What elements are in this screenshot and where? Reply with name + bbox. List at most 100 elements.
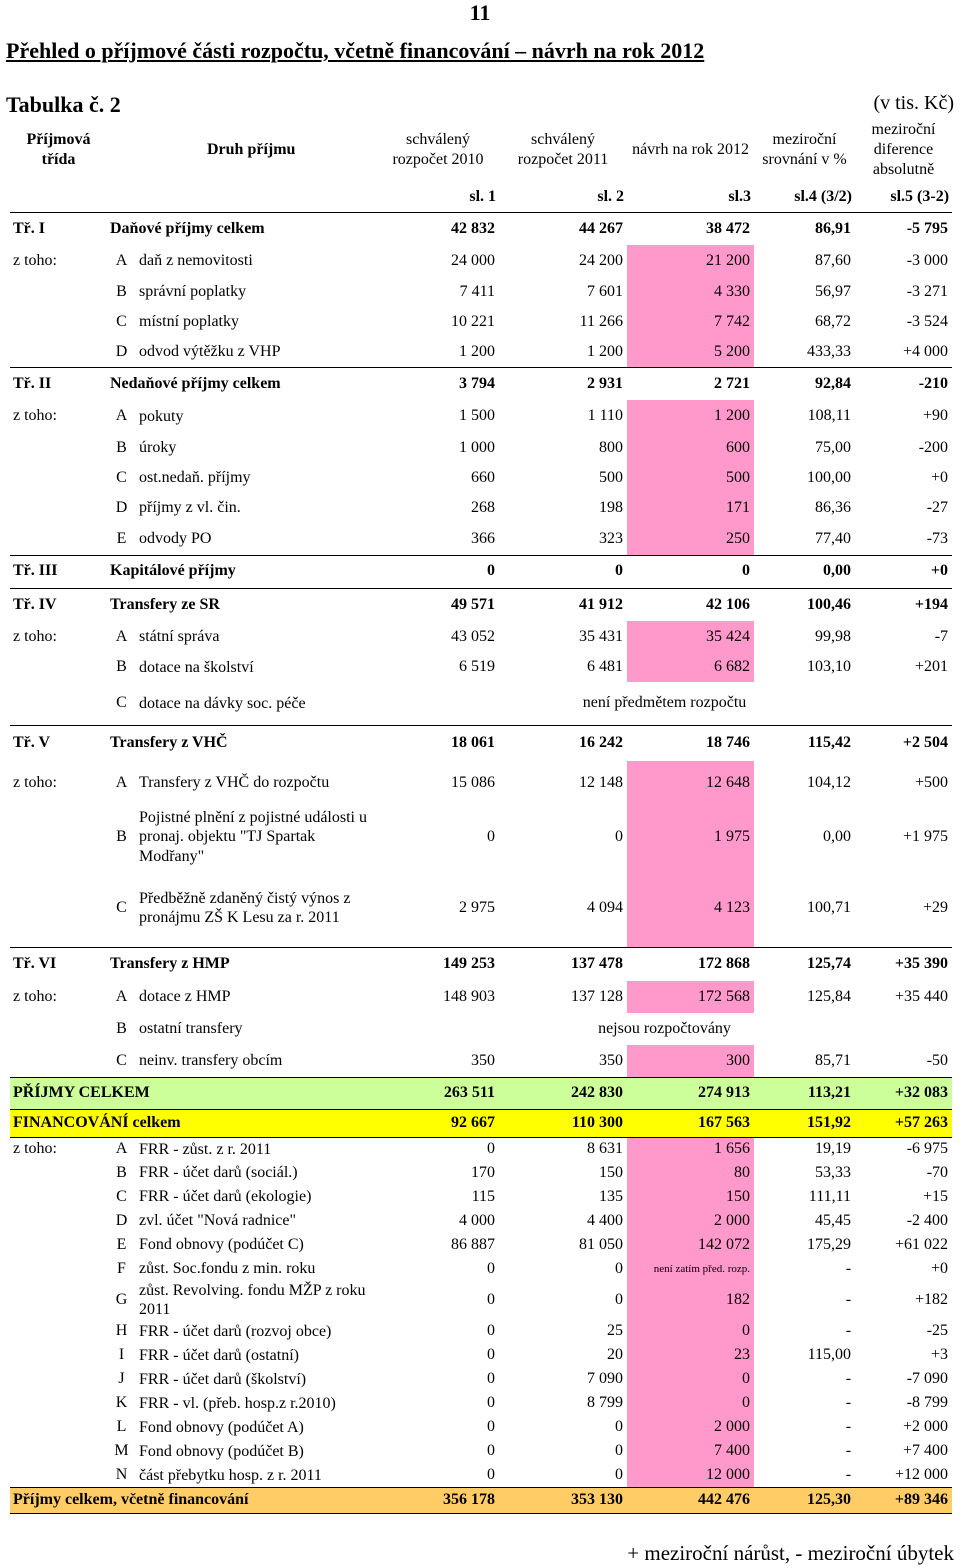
cell-sl2: 0: [615, 1465, 624, 1483]
cell-sl3: 2 721: [627, 366, 755, 400]
cell-sl1: 18 061: [377, 724, 500, 761]
cell-sl5: -8 799: [906, 1394, 949, 1412]
cell-sl2: 0: [615, 827, 624, 845]
row-class: [10, 433, 107, 463]
cell-sl4: 103,10: [807, 658, 852, 676]
cell-sl2: 323: [599, 529, 624, 547]
row-class: [10, 307, 107, 337]
table-row: FINANCOVÁNÍ celkem 92 667 110 300 167 563 15…: [10, 1108, 953, 1137]
row-letter: D: [115, 1211, 128, 1229]
cell-sl3: 1 656: [627, 1136, 755, 1161]
table-row: L Fond obnovy (podúčet A) 0 0 2 000- +2 000: [10, 1415, 952, 1440]
row-class: [10, 1415, 107, 1439]
row-label: zvl. účet "Nová radnice": [139, 1212, 296, 1230]
row-letter: A: [115, 251, 128, 269]
row-label: Fond obnovy (podúčet B): [139, 1442, 304, 1460]
cell-sl5: -6 975: [855, 1136, 953, 1161]
cell-sl4: -: [845, 1259, 852, 1277]
row-class: Tř. III: [10, 554, 107, 588]
cell-sl2: 25: [607, 1322, 624, 1340]
row-letter: G: [115, 1290, 128, 1308]
row-label: FRR - vl. (přeb. hosp.z r.2010): [139, 1394, 336, 1412]
cell-sl5: -5 795: [906, 219, 949, 237]
cell-sl4: 115,42: [754, 724, 856, 761]
cell-sl5: +4 000: [902, 342, 949, 360]
cell-sl1: 42 832: [451, 219, 496, 237]
cell-sl5: +3: [930, 1346, 949, 1364]
cell-sl1: 49 571: [377, 587, 500, 621]
row-class: [10, 493, 107, 523]
row-label: PŘÍJMY CELKEM: [10, 1076, 378, 1109]
cell-sl3: není zatím před. rozp.: [627, 1257, 755, 1281]
row-label: Fond obnovy (podúčet C): [139, 1236, 304, 1254]
cell-sl5: +12 000: [894, 1465, 949, 1483]
cell-sl4: -: [845, 1394, 852, 1412]
header-col-sl5: sl.5 (3-2): [855, 182, 953, 213]
cell-sl5: -3 000: [906, 251, 949, 269]
cell-sl5: -73: [926, 529, 949, 547]
row-class: z toho:: [13, 773, 57, 791]
row-class: [10, 1281, 107, 1319]
cell-sl2: 2 931: [499, 366, 628, 400]
row-class: [10, 523, 107, 555]
cell-sl5: +2 000: [902, 1418, 949, 1436]
unit-label: (v tis. Kč): [873, 92, 954, 114]
cell-sl5: +194: [855, 587, 953, 621]
cell-sl4: 99,98: [815, 627, 852, 645]
cell-sl3: 172 868: [627, 946, 755, 981]
cell-sl4: 433,33: [807, 342, 852, 360]
cell-sl1: 1 200: [459, 342, 496, 360]
row-label: FRR - účet darů (rozvoj obce): [139, 1322, 332, 1340]
cell-sl3: 1 200: [627, 400, 755, 433]
cell-sl4: 19,19: [754, 1136, 856, 1161]
cell-sl2: 20: [607, 1346, 624, 1364]
cell-sl4: 125,74: [754, 946, 856, 981]
table-row: B Pojistné plnění z pojistné události u p…: [10, 805, 952, 869]
row-label: FRR - účet darů (školství): [139, 1370, 307, 1388]
table-row: PŘÍJMY CELKEM 263 511 242 830 274 913 113,21…: [10, 1076, 953, 1109]
row-class: z toho:: [10, 1136, 107, 1161]
table-row: J FRR - účet darů (školství) 0 7 090 0- -7 09…: [10, 1367, 952, 1392]
row-label: odvody PO: [139, 530, 212, 548]
row-label: odvod výtěžku z VHP: [139, 343, 281, 361]
cell-sl3: 38 472: [706, 219, 751, 237]
cell-sl3: 7 400: [627, 1439, 755, 1464]
cell-sl1: 0: [487, 1442, 496, 1460]
cell-sl2: 7 090: [587, 1370, 624, 1388]
cell-sl1: 0: [487, 1370, 496, 1388]
cell-sl1: 3 794: [377, 366, 500, 400]
row-label: FRR - zůst. z r. 2011: [136, 1136, 378, 1161]
row-label: dotace na dávky soc. péče: [139, 694, 306, 712]
row-label: část přebytku hosp. z r. 2011: [139, 1466, 322, 1484]
cell-sl2: 150: [599, 1163, 624, 1181]
row-class: z toho:: [13, 627, 57, 645]
cell-sl1: 92 667: [377, 1108, 500, 1137]
cell-sl5: +0: [855, 554, 953, 588]
row-letter: A: [115, 627, 128, 645]
cell-sl3: 172 568: [627, 981, 755, 1013]
table-row: Tř. III Kapitálové příjmy 0 0 0 0,00 +0: [10, 554, 953, 588]
cell-sl4: 92,84: [754, 366, 856, 400]
cell-sl4: 111,11: [808, 1187, 852, 1205]
cell-sl2: 8 631: [499, 1136, 628, 1161]
page-title: Přehled o příjmové části rozpočtu, včetn…: [6, 38, 705, 63]
cell-sl4: 87,60: [815, 251, 852, 269]
cell-sl4: 86,36: [815, 498, 852, 516]
cell-sl3: 2 000: [627, 1209, 755, 1233]
row-letter: C: [116, 898, 127, 916]
cell-sl3: 274 913: [627, 1076, 755, 1109]
cell-sl5: -2 400: [906, 1211, 949, 1229]
cell-sl4: -: [845, 1370, 852, 1388]
cell-sl5: -27: [926, 498, 949, 516]
cell-sl5: +15: [922, 1187, 949, 1205]
row-letter: B: [116, 658, 127, 676]
cell-sl1: 268: [471, 498, 496, 516]
row-class: [10, 653, 107, 682]
cell-sl4: 151,92: [754, 1108, 856, 1137]
cell-sl2: 44 267: [579, 219, 624, 237]
cell-sl3: 7 742: [627, 307, 755, 337]
